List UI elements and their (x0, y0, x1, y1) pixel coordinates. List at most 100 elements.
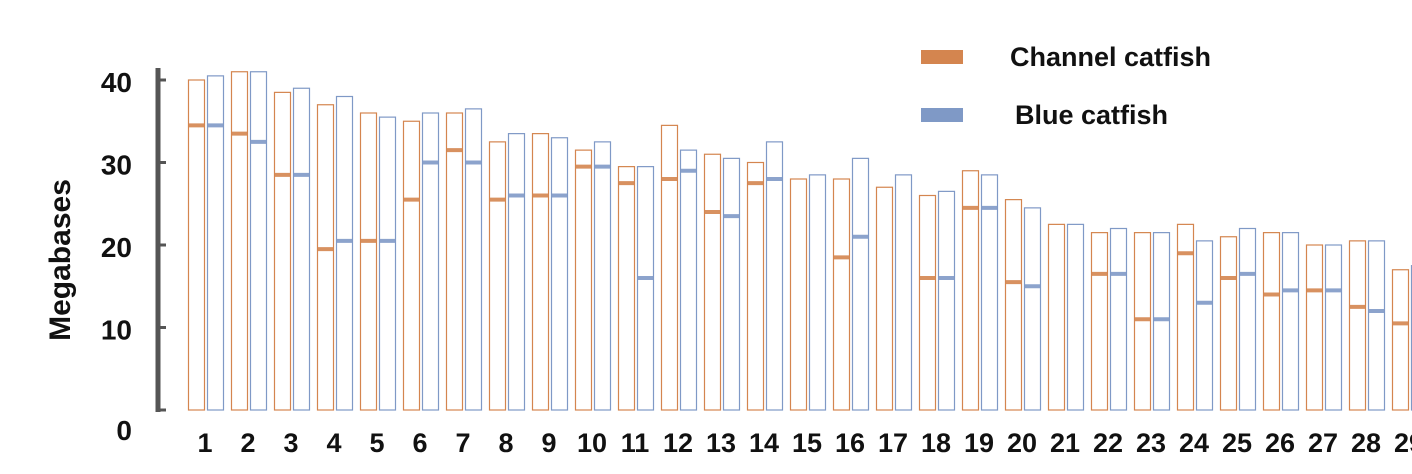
centromere-band (981, 205, 998, 210)
centromere-band (207, 123, 224, 128)
bar-blue-chr13 (722, 157, 741, 411)
bar-channel-chr3 (273, 91, 292, 411)
x-tick-label: 8 (498, 428, 513, 458)
bar-channel-chr29 (1391, 269, 1410, 411)
centromere-band (508, 193, 525, 198)
bar-channel-chr8 (488, 141, 507, 411)
x-tick-label: 19 (964, 428, 994, 458)
legend-label: Blue catfish (1015, 100, 1168, 130)
centromere-band (680, 168, 697, 173)
bar-blue-chr6 (421, 112, 440, 411)
centromere-band (1177, 251, 1194, 256)
centromere-band (250, 139, 267, 144)
bar-channel-chr5 (359, 112, 378, 411)
x-tick-label: 7 (455, 428, 470, 458)
centromere-band (852, 234, 869, 239)
x-tick-label: 18 (921, 428, 951, 458)
centromere-band (1005, 280, 1022, 285)
centromere-band (231, 131, 248, 136)
bar-blue-chr7 (464, 108, 483, 411)
centromere-band (747, 181, 764, 186)
bar-channel-chr22 (1090, 232, 1109, 411)
centromere-band (1349, 304, 1366, 309)
centromere-band (1306, 288, 1323, 293)
y-tick-label: 30 (101, 150, 132, 181)
centromere-band (293, 172, 310, 177)
x-tick-label: 4 (326, 428, 341, 458)
centromere-band (594, 164, 611, 169)
bar-channel-chr13 (703, 153, 722, 411)
x-tick-label: 6 (412, 428, 427, 458)
bar-blue-chr8 (507, 133, 526, 411)
x-tick-label: 17 (878, 428, 908, 458)
centromere-band (1325, 288, 1342, 293)
centromere-band (317, 247, 334, 252)
bar-blue-chr2 (249, 71, 268, 411)
centromere-band (403, 197, 420, 202)
bar-channel-chr20 (1004, 199, 1023, 411)
bar-channel-chr25 (1219, 236, 1238, 411)
bar-blue-chr10 (593, 141, 612, 411)
x-tick-label: 27 (1308, 428, 1338, 458)
bar-blue-chr20 (1023, 207, 1042, 411)
centromere-band (489, 197, 506, 202)
bar-channel-chr15 (789, 178, 808, 411)
x-axis-labels: 1 2 3 4 5 6 7 8 9 10 11 12 13 14 15 16 17 18 19 20 21 22 23 24 2… (197, 428, 1412, 458)
centromere-band (704, 210, 721, 214)
legend: Channel catfish Blue catfish (921, 42, 1211, 130)
centromere-band (1282, 288, 1299, 293)
bar-channel-chr19 (961, 170, 980, 411)
bar-channel-chr14 (746, 161, 765, 411)
bar-channel-chr18 (918, 194, 937, 411)
centromere-band (1239, 271, 1256, 276)
centromere-band (551, 193, 568, 198)
bar-blue-chr1 (206, 75, 225, 411)
centromere-band (1220, 276, 1237, 280)
centromere-band (723, 214, 740, 219)
y-tick-label: 0 (116, 415, 132, 446)
x-tick-label: 28 (1351, 428, 1381, 458)
centromere-band (446, 148, 463, 153)
x-tick-label: 10 (577, 428, 607, 458)
bar-blue-chr27 (1324, 244, 1343, 411)
centromere-band (919, 276, 936, 280)
x-tick-label: 23 (1136, 428, 1166, 458)
bar-channel-chr17 (875, 186, 894, 411)
centromere-band (532, 193, 549, 198)
centromere-band (336, 238, 353, 243)
bar-channel-chr12 (660, 124, 679, 411)
centromere-band (637, 276, 654, 280)
bar-blue-chr26 (1281, 232, 1300, 411)
bar-channel-chr23 (1133, 232, 1152, 411)
bar-channel-chr24 (1176, 223, 1195, 411)
bar-channel-chr1 (187, 79, 206, 411)
legend-label: Channel catfish (1010, 42, 1211, 72)
centromere-band (465, 160, 482, 165)
y-tick-label: 40 (101, 67, 132, 98)
bar-blue-chr14 (765, 141, 784, 411)
legend-swatch (921, 50, 963, 64)
x-tick-label: 9 (541, 428, 556, 458)
centromere-band (1263, 292, 1280, 297)
bar-blue-chr9 (550, 137, 569, 411)
x-tick-label: 26 (1265, 428, 1295, 458)
bar-blue-chr11 (636, 166, 655, 411)
centromere-band (938, 276, 955, 280)
y-tick-label: 20 (101, 232, 132, 263)
bar-blue-chr19 (980, 174, 999, 411)
bar-channel-chr26 (1262, 232, 1281, 411)
bar-blue-chr24 (1195, 240, 1214, 411)
centromere-band (422, 160, 439, 165)
bar-blue-chr18 (937, 190, 956, 411)
bar-channel-chr16 (832, 178, 851, 411)
bar-blue-chr3 (292, 87, 311, 411)
centromere-band (1110, 271, 1127, 276)
bar-channel-chr2 (230, 71, 249, 411)
bar-channel-chr6 (402, 120, 421, 411)
x-tick-label: 25 (1222, 428, 1252, 458)
x-tick-label: 11 (621, 428, 650, 458)
x-tick-label: 14 (749, 428, 779, 458)
centromere-band (661, 177, 678, 181)
bar-blue-chr21 (1066, 223, 1085, 411)
